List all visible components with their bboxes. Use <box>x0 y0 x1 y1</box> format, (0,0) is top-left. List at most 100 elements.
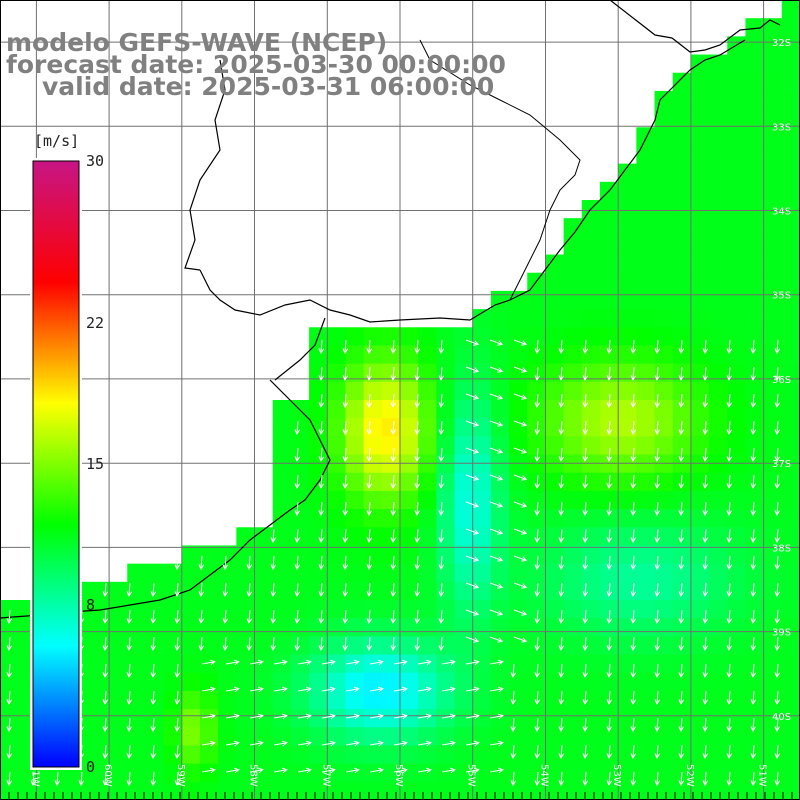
speed-cell <box>527 563 547 583</box>
speed-cell <box>672 690 692 710</box>
speed-cell <box>345 436 365 456</box>
speed-cell <box>654 109 674 128</box>
speed-cell <box>690 690 710 710</box>
speed-cell <box>345 745 365 765</box>
wind-arrow <box>225 740 240 747</box>
speed-cell <box>145 618 165 637</box>
speed-cell <box>0 672 19 692</box>
wind-arrow <box>102 717 109 733</box>
wind-arrow <box>270 582 277 598</box>
wind-arrows <box>6 339 781 787</box>
speed-cell <box>727 581 747 601</box>
speed-cell <box>545 436 565 456</box>
speed-cell <box>527 636 547 656</box>
speed-cell <box>745 672 765 692</box>
speed-cell <box>272 600 292 619</box>
speed-cell <box>527 290 547 310</box>
speed-cell <box>618 763 637 783</box>
speed-cell <box>618 690 637 710</box>
wind-arrow <box>489 366 504 373</box>
wind-arrow <box>558 501 565 517</box>
speed-cell <box>727 600 747 619</box>
speed-cell <box>745 600 765 619</box>
speed-cell <box>690 200 710 219</box>
wind-arrow <box>201 740 216 747</box>
speed-cell <box>690 290 710 310</box>
speed-cell <box>709 636 728 656</box>
wind-arrow <box>393 767 408 774</box>
speed-cell <box>527 327 547 347</box>
speed-cell <box>781 690 800 710</box>
wind-arrow <box>249 659 264 666</box>
speed-cell <box>545 654 565 674</box>
wind-arrow <box>102 744 109 760</box>
wind-arrow <box>678 447 685 463</box>
speed-cell <box>600 672 619 692</box>
wind-arrow <box>150 717 157 733</box>
wind-arrow <box>534 663 541 679</box>
speed-cell <box>563 236 583 256</box>
speed-cell <box>200 709 219 728</box>
speed-cell <box>418 509 437 528</box>
speed-cell <box>527 581 547 601</box>
speed-cell <box>654 309 674 328</box>
speed-cell <box>236 763 256 783</box>
speed-cell <box>381 454 401 474</box>
speed-cell <box>400 509 419 528</box>
wind-arrow <box>414 501 421 517</box>
speed-cell <box>618 781 637 800</box>
speed-cell <box>345 690 365 710</box>
speed-cell <box>509 563 528 583</box>
speed-cell <box>418 527 437 547</box>
wind-arrow <box>126 717 133 733</box>
speed-cell <box>690 127 710 147</box>
wind-arrow <box>774 555 781 571</box>
speed-cell <box>236 545 256 565</box>
speed-cell <box>400 327 419 347</box>
speed-cell <box>290 763 310 783</box>
speed-cell <box>527 472 547 492</box>
wind-arrow <box>630 339 637 355</box>
speed-cell <box>763 418 783 437</box>
speed-cell <box>309 600 328 619</box>
speed-cell <box>781 127 800 147</box>
wind-arrow <box>558 582 565 598</box>
speed-cell <box>490 345 510 365</box>
speed-cell <box>672 109 692 128</box>
wind-arrow <box>342 528 349 544</box>
speed-cell <box>527 545 547 565</box>
wind-arrow <box>249 740 264 747</box>
speed-cell <box>127 563 147 583</box>
wind-arrow <box>465 393 480 400</box>
colorbar-tick-8: 8 <box>86 596 96 615</box>
wind-arrow <box>198 609 205 625</box>
speed-cell <box>745 290 765 310</box>
speed-cell <box>654 145 674 165</box>
speed-cell <box>163 781 183 800</box>
speed-cell <box>763 745 783 765</box>
speed-cell <box>545 290 565 310</box>
speed-cell <box>272 563 292 583</box>
wind-arrow <box>6 744 13 760</box>
wind-arrow <box>6 636 13 652</box>
wind-arrow <box>606 366 613 382</box>
speed-cell <box>781 727 800 747</box>
wind-arrow <box>6 609 13 625</box>
wind-arrow <box>702 339 709 355</box>
speed-cell <box>363 454 383 474</box>
speed-cell <box>709 290 728 310</box>
speed-cell <box>763 672 783 692</box>
speed-cell <box>781 672 800 692</box>
speed-cell <box>109 581 128 601</box>
speed-cell <box>690 709 710 728</box>
speed-cell <box>509 290 528 310</box>
speed-cell <box>272 472 292 492</box>
speed-cell <box>490 527 510 547</box>
speed-cell <box>727 672 747 692</box>
wind-arrow <box>345 686 360 693</box>
wind-arrow <box>390 447 397 463</box>
lon-label: 55W <box>466 764 477 787</box>
speed-cell <box>381 490 401 510</box>
speed-cell <box>327 781 347 800</box>
speed-cell <box>527 418 547 437</box>
